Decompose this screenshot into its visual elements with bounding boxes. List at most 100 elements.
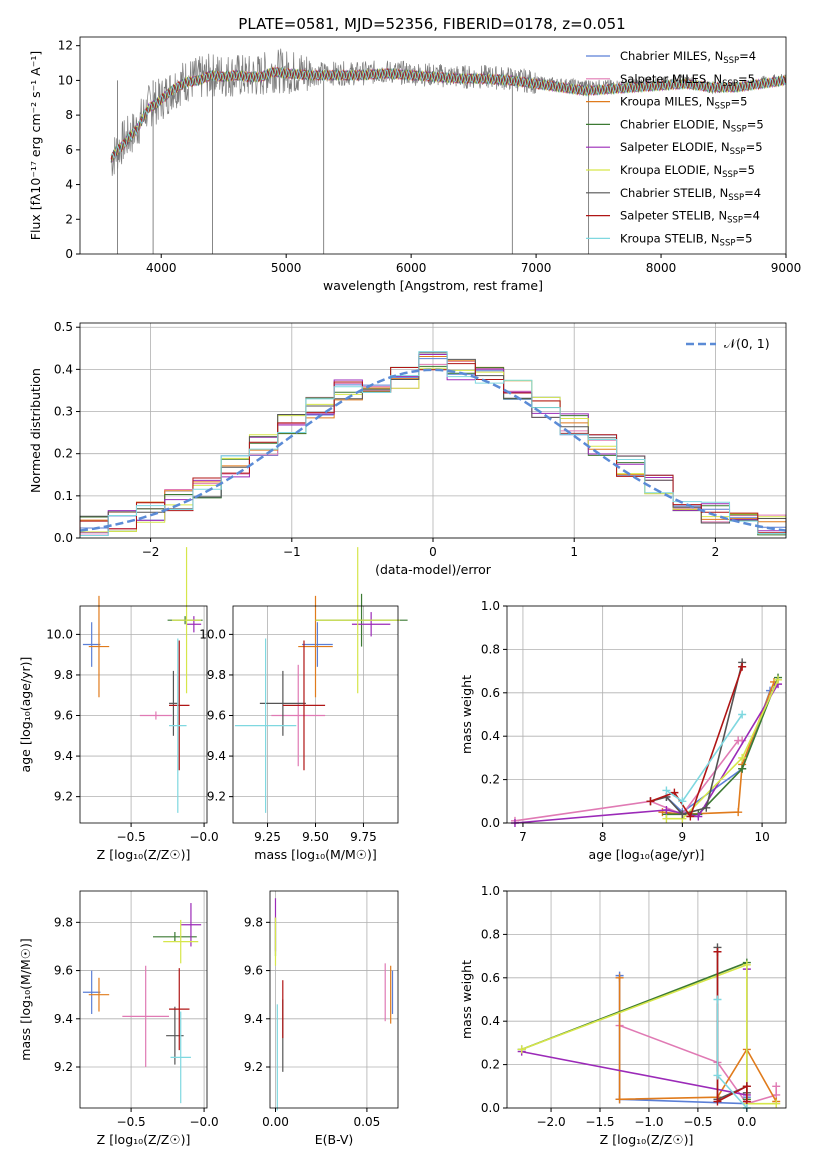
y-tick-label: 9.2 bbox=[244, 1060, 263, 1074]
x-axis-label: E(B-V) bbox=[315, 1132, 354, 1147]
x-tick-label: 0.05 bbox=[354, 1115, 381, 1129]
legend-spectrum: Chabrier MILES, NSSP=4 Salpeter MILES, NS… bbox=[586, 49, 764, 248]
y-tick-label: 9.2 bbox=[54, 790, 73, 804]
legend-label: Chabrier ELODIE, NSSP=5 bbox=[620, 117, 764, 134]
y-tick-label: 9.6 bbox=[54, 709, 73, 723]
legend-rest: =4 bbox=[744, 186, 761, 200]
model-line bbox=[110, 67, 786, 159]
legend-label: 𝒩(0, 1) bbox=[724, 336, 770, 351]
y-tick-label: 12 bbox=[58, 39, 73, 53]
x-tick-label: −0.5 bbox=[683, 1115, 712, 1129]
weight-marker bbox=[615, 1095, 624, 1104]
weight-marker bbox=[646, 797, 655, 806]
y-tick-label: 0.2 bbox=[54, 447, 73, 461]
plot-area bbox=[274, 898, 394, 1111]
y-tick-label: 9.4 bbox=[244, 1012, 263, 1026]
legend-rest: =5 bbox=[746, 140, 763, 154]
weight-marker bbox=[772, 1099, 781, 1108]
legend-label: Kroupa ELODIE, NSSP=5 bbox=[620, 163, 755, 180]
plot-area bbox=[517, 943, 781, 1112]
plot-area bbox=[82, 903, 202, 1104]
x-axis-label: Z [log₁₀(Z/Z☉)] bbox=[600, 1132, 694, 1147]
x-tick-label: 8 bbox=[599, 830, 607, 844]
x-tick-label: −1 bbox=[283, 545, 301, 559]
y-tick-label: 9.8 bbox=[207, 668, 226, 682]
y-tick-label: 9.6 bbox=[207, 709, 226, 723]
weight-marker bbox=[713, 947, 722, 956]
weight-marker bbox=[713, 1071, 722, 1080]
weight-marker bbox=[662, 786, 671, 795]
weight-marker bbox=[678, 810, 687, 819]
legend-label: Salpeter ELODIE, NSSP=5 bbox=[620, 140, 763, 157]
x-tick-label: 7000 bbox=[521, 261, 552, 275]
x-axis-label: (data-model)/error bbox=[375, 562, 492, 577]
y-tick-label: 6 bbox=[65, 143, 73, 157]
x-tick-label: 8000 bbox=[646, 261, 677, 275]
x-tick-label: 0 bbox=[429, 545, 437, 559]
y-tick-label: 9.2 bbox=[54, 1060, 73, 1074]
y-tick-label: 0.5 bbox=[54, 320, 73, 334]
axes-frame bbox=[269, 890, 399, 1109]
panel-age-vs-Z: −0.5 −0.0 9.2 9.4 9.6 9.8 10.0 Z [log₁₀(Z/Z☉)] a… bbox=[18, 547, 219, 862]
y-tick-label: 0.6 bbox=[481, 686, 500, 700]
x-tick-label: 9 bbox=[679, 830, 687, 844]
legend-rest: =5 bbox=[730, 95, 747, 109]
weight-line bbox=[716, 999, 748, 1109]
legend-sub: SSP bbox=[731, 124, 747, 134]
weight-marker bbox=[517, 1045, 526, 1054]
axes-frame bbox=[79, 890, 208, 1109]
axes-frame bbox=[79, 605, 208, 824]
legend-sub: SSP bbox=[722, 170, 738, 180]
legend-label: Chabrier MILES, NSSP=4 bbox=[620, 49, 756, 66]
weight-marker bbox=[742, 960, 751, 969]
legend-rest: =5 bbox=[735, 231, 752, 245]
y-tick-label: 10 bbox=[58, 73, 73, 87]
legend-label: Salpeter MILES, NSSP=5 bbox=[620, 72, 755, 89]
weight-marker bbox=[742, 1082, 751, 1091]
legend-rest: =5 bbox=[738, 163, 755, 177]
y-tick-label: 9.8 bbox=[54, 915, 73, 929]
y-tick-label: 2 bbox=[65, 212, 73, 226]
legend-rest: =5 bbox=[738, 72, 755, 86]
weight-marker bbox=[678, 797, 687, 806]
legend-sub: SSP bbox=[727, 216, 743, 226]
y-tick-label: 9.8 bbox=[54, 668, 73, 682]
y-tick-label: 0.3 bbox=[54, 405, 73, 419]
x-axis-label: wavelength [Angstrom, rest frame] bbox=[323, 278, 543, 293]
y-tick-label: 0.0 bbox=[481, 816, 500, 830]
y-tick-label: 0.2 bbox=[481, 773, 500, 787]
plot-area bbox=[79, 351, 787, 538]
legend-sub: SSP bbox=[730, 147, 746, 157]
weight-marker bbox=[662, 805, 671, 814]
y-tick-label: 0.6 bbox=[481, 971, 500, 985]
x-tick-label: 6000 bbox=[396, 261, 427, 275]
y-tick-label: 9.6 bbox=[244, 964, 263, 978]
x-tick-label: 9.25 bbox=[254, 830, 281, 844]
legend-rest: =4 bbox=[739, 49, 756, 63]
weight-marker bbox=[738, 753, 747, 762]
x-tick-label: 10 bbox=[754, 830, 769, 844]
axes-frame bbox=[79, 36, 787, 255]
weight-marker bbox=[772, 1082, 781, 1091]
y-tick-label: 10.0 bbox=[46, 627, 73, 641]
x-tick-label: 1 bbox=[570, 545, 578, 559]
y-axis-label: mass [log₁₀(M/M☉)] bbox=[18, 938, 33, 1060]
x-tick-label: 0.0 bbox=[737, 1115, 756, 1129]
weight-marker bbox=[713, 995, 722, 1004]
panel-mass-vs-Z: −0.5 −0.0 9.2 9.4 9.6 9.8 Z [log₁₀(Z/Z☉)] mass … bbox=[18, 890, 219, 1147]
x-tick-label: 9.75 bbox=[350, 830, 377, 844]
y-axis-label: Flux [fλ10⁻¹⁷ erg cm⁻² s⁻¹ A⁻¹] bbox=[28, 51, 43, 240]
y-tick-label: 0.4 bbox=[54, 362, 73, 376]
y-tick-label: 4 bbox=[65, 178, 73, 192]
x-tick-label: −0.5 bbox=[117, 1115, 146, 1129]
legend-residuals: 𝒩(0, 1) bbox=[686, 336, 770, 351]
y-tick-label: 9.4 bbox=[207, 749, 226, 763]
y-tick-label: 0.0 bbox=[54, 531, 73, 545]
y-tick-label: 1.0 bbox=[481, 884, 500, 898]
weight-marker bbox=[738, 662, 747, 671]
histogram-step bbox=[79, 351, 787, 538]
y-tick-label: 9.4 bbox=[54, 1012, 73, 1026]
y-axis-label: age [log₁₀(age/yr)] bbox=[18, 657, 33, 773]
weight-marker bbox=[738, 764, 747, 773]
